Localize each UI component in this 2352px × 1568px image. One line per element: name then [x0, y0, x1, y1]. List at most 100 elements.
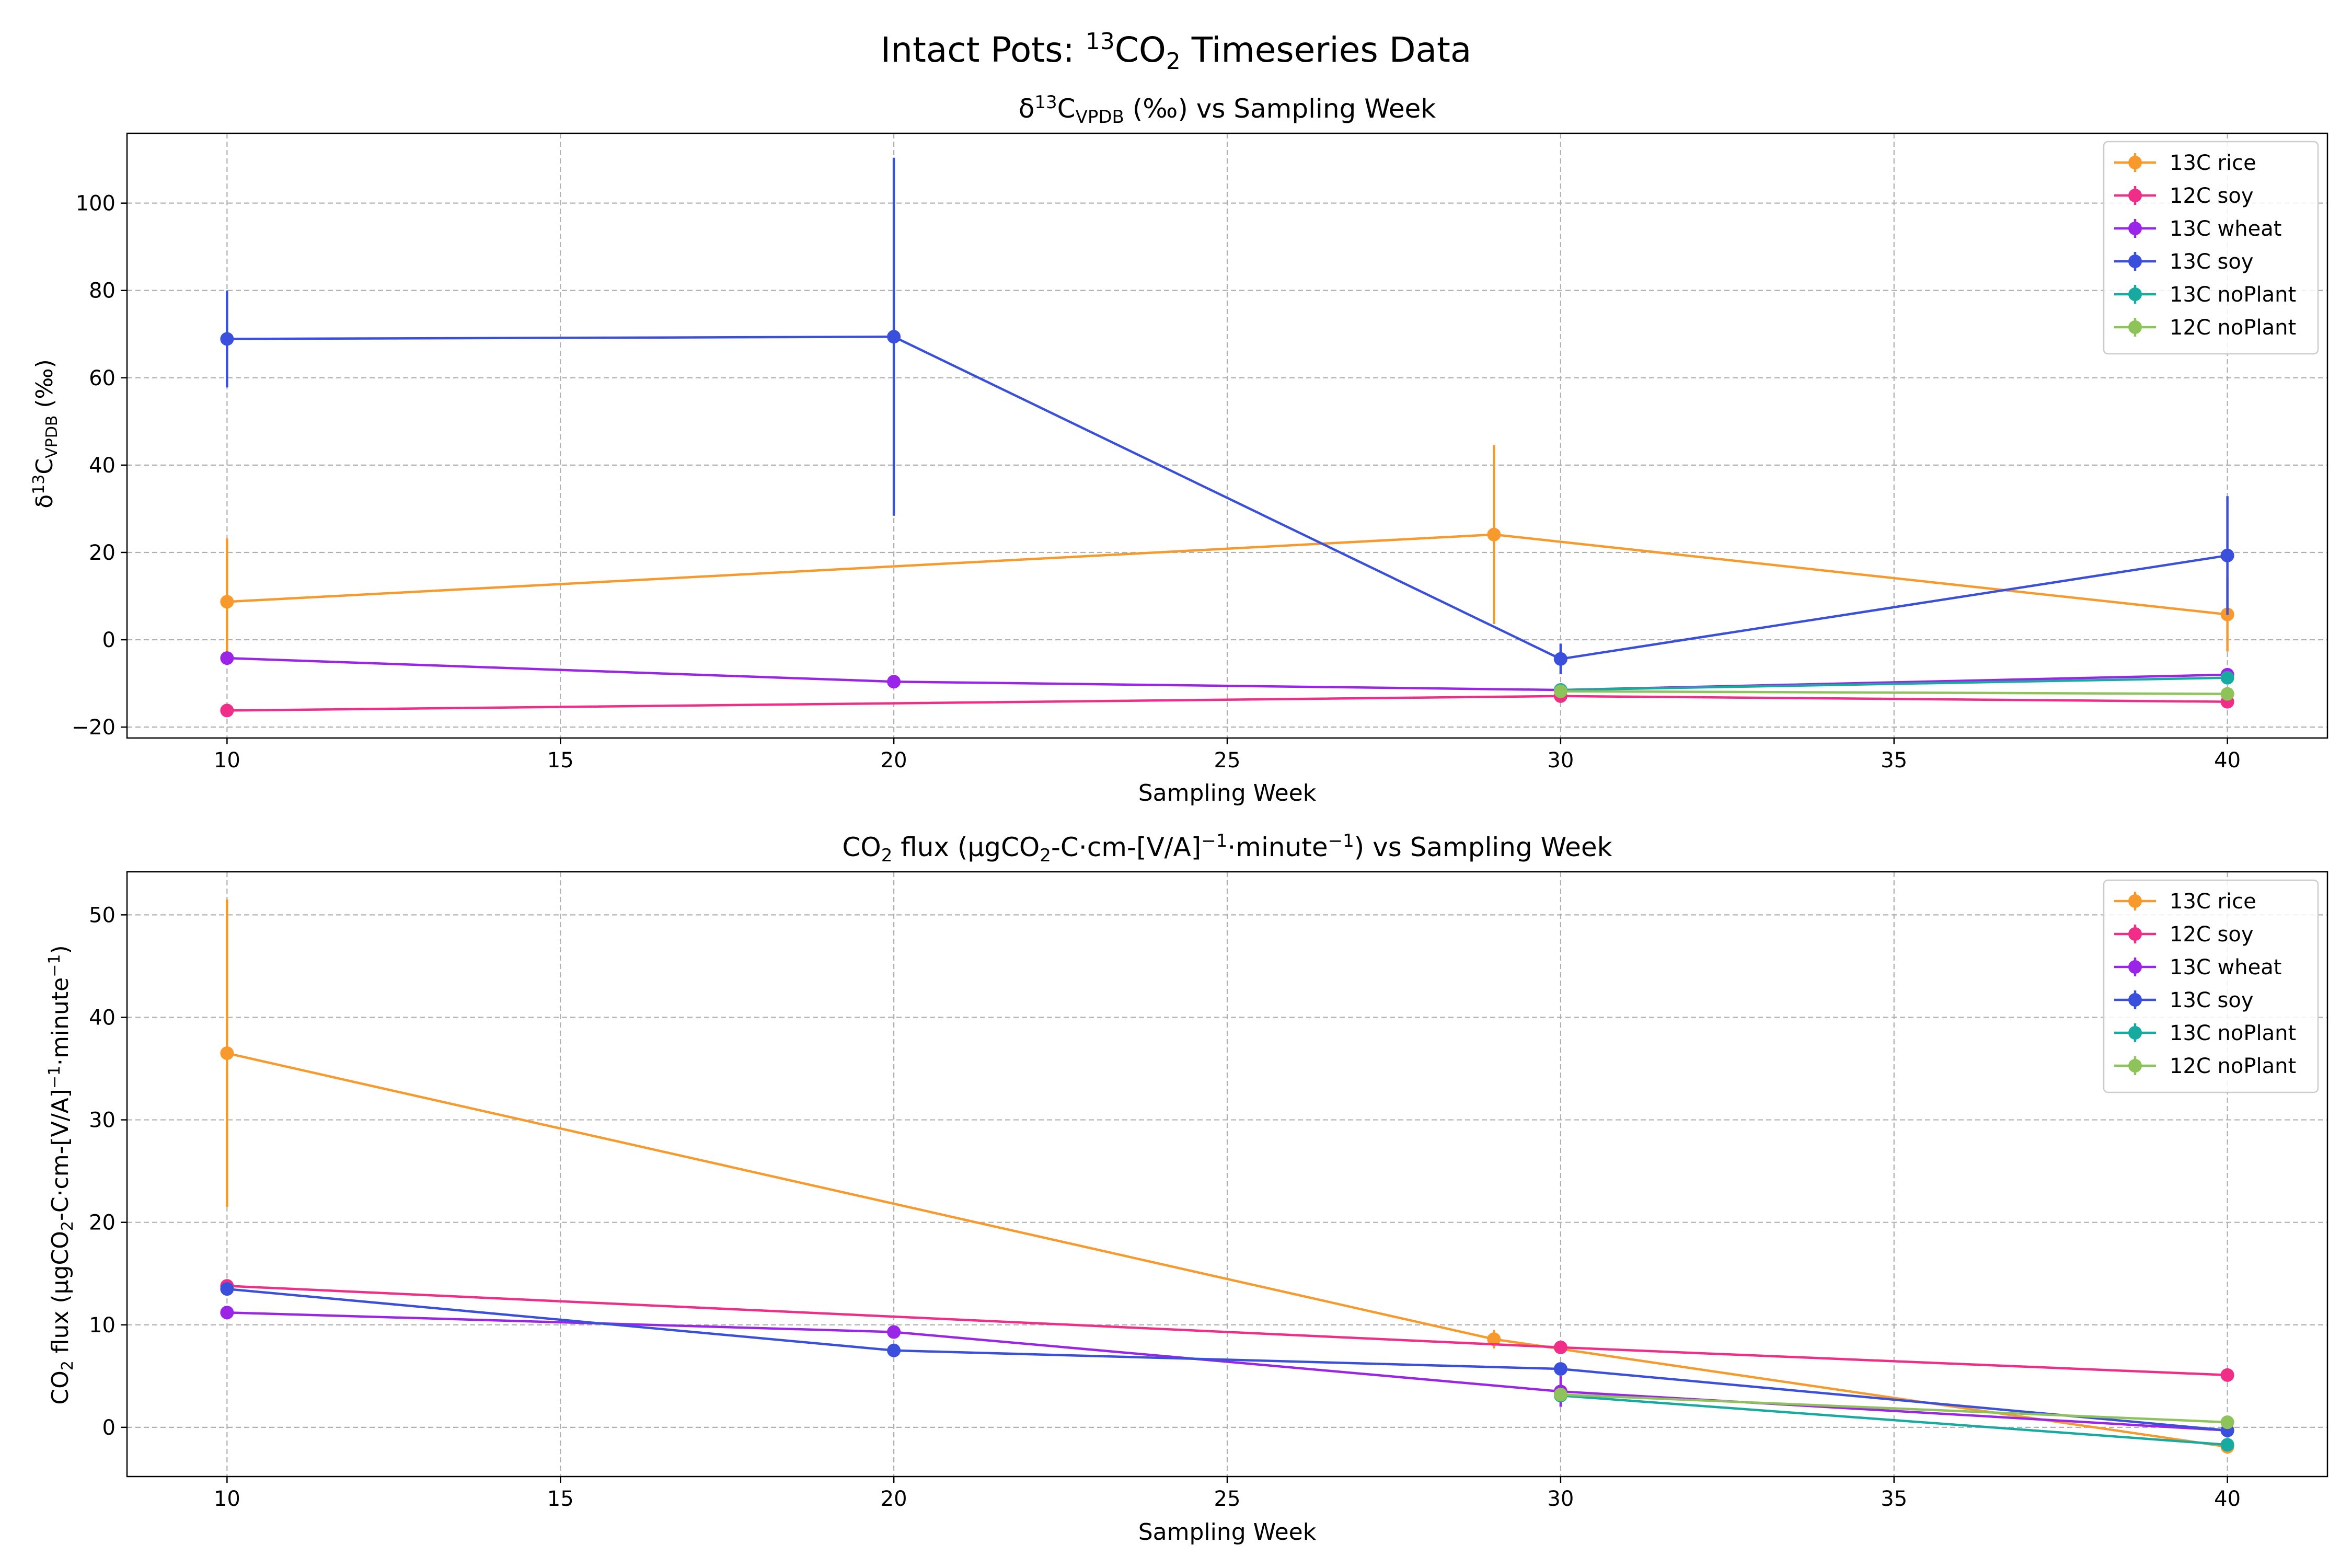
co2flux-x-tick-label: 15: [547, 1487, 574, 1511]
panel-delta13c-frame: [126, 132, 2328, 739]
delta13c-legend-13c-noplant-label: 13C noPlant: [2170, 283, 2296, 307]
delta13c-y-tick-label: 0: [102, 628, 116, 652]
delta13c-series-13c-soy-point: [220, 332, 234, 346]
delta13c-series-12c-soy-point: [220, 704, 234, 718]
delta13c-legend-13c-wheat-label: 13C wheat: [2170, 217, 2281, 241]
delta13c-legend-13c-rice: 13C rice: [2114, 151, 2256, 175]
co2flux-y-tick-label: 10: [89, 1313, 116, 1338]
panel-co2flux-series: [220, 899, 2234, 1454]
delta13c-legend-13c-noplant: 13C noPlant: [2114, 283, 2296, 307]
delta13c-y-tick-label: 40: [89, 454, 116, 478]
co2flux-x-tick-label: 30: [1547, 1487, 1574, 1511]
panel-delta13c-grid: [127, 133, 2327, 738]
panel-co2flux-legend: 13C rice 12C soy 13C wheat 13C soy 13C noPla…: [2103, 879, 2319, 1093]
panel-co2flux: CO2 flux (μgCO2-C⋅cm-[V/A]−1⋅minute−1) v…: [45, 831, 2328, 1546]
co2flux-legend-13c-wheat-marker: [2128, 960, 2142, 974]
co2flux-series-13c-soy-point: [1553, 1362, 1567, 1376]
delta13c-y-tick-label: 80: [89, 279, 116, 303]
delta13c-series-13c-wheat-point: [220, 651, 234, 665]
delta13c-series-13c-soy-point: [887, 330, 901, 344]
co2flux-legend-13c-rice-label: 13C rice: [2170, 890, 2256, 914]
panel-co2flux-grid: [127, 872, 2327, 1477]
delta13c-legend-13c-rice-marker: [2128, 156, 2142, 169]
delta13c-legend-13c-soy-marker: [2128, 255, 2142, 268]
delta13c-series-13c-noplant-point: [2220, 671, 2234, 685]
panel-delta13c-series: [220, 157, 2234, 718]
co2flux-y-tick-label: 20: [89, 1211, 116, 1235]
figure-title: Intact Pots: 13CO2 Timeseries Data: [881, 28, 1472, 75]
co2flux-series-13c-wheat-point: [887, 1325, 901, 1339]
co2flux-legend-12c-soy-marker: [2128, 927, 2142, 941]
co2flux-y-tick-label: 40: [89, 1006, 116, 1030]
co2flux-series-13c-wheat-line: [227, 1311, 2228, 1432]
delta13c-x-tick-label: 30: [1547, 748, 1574, 773]
delta13c-y-tick-label: 60: [89, 366, 116, 390]
delta13c-y-tick-label: 20: [89, 541, 116, 565]
delta13c-series-13c-rice-point: [220, 595, 234, 609]
co2flux-series-13c-noplant-point: [2220, 1438, 2234, 1452]
delta13c-legend-12c-noplant-label: 12C noPlant: [2170, 316, 2296, 340]
panel-delta13c-y-label: δ13CVPDB (‰): [30, 359, 61, 509]
delta13c-y-tick-label: −20: [72, 716, 116, 740]
delta13c-series-13c-soy-point: [1553, 652, 1567, 666]
co2flux-x-tick-label: 25: [1214, 1487, 1241, 1511]
delta13c-x-tick-label: 15: [547, 748, 574, 773]
panel-delta13c-y-ticks: −20 0 20 40 60 80 100: [72, 192, 127, 740]
panel-co2flux-x-ticks: 10 15 20 25 30 35 40: [214, 1477, 2241, 1511]
co2flux-legend-13c-noplant-label: 13C noPlant: [2170, 1021, 2296, 1045]
co2flux-series-12c-soy-point: [1553, 1340, 1567, 1354]
delta13c-series-13c-wheat-point: [887, 675, 901, 689]
panel-co2flux-y-ticks: 0 10 20 30 40 50: [89, 903, 127, 1440]
co2flux-y-tick-label: 30: [89, 1109, 116, 1133]
co2flux-series-12c-noplant-line: [1560, 1393, 2228, 1424]
delta13c-series-12c-noplant-line: [1560, 690, 2228, 695]
co2flux-x-tick-label: 35: [1881, 1487, 1907, 1511]
co2flux-series-13c-rice-point: [1487, 1332, 1501, 1346]
delta13c-legend-13c-wheat-marker: [2128, 222, 2142, 235]
delta13c-legend-12c-noplant: 12C noPlant: [2114, 316, 2296, 340]
co2flux-series-13c-soy-point: [220, 1282, 234, 1296]
co2flux-x-tick-label: 20: [881, 1487, 907, 1511]
delta13c-legend-12c-noplant-marker: [2128, 320, 2142, 334]
co2flux-legend-12c-noplant-marker: [2128, 1059, 2142, 1073]
co2flux-legend-13c-noplant-marker: [2128, 1026, 2142, 1040]
co2flux-legend-13c-wheat: 13C wheat: [2114, 955, 2281, 979]
co2flux-legend-13c-soy: 13C soy: [2114, 988, 2254, 1012]
delta13c-series-13c-soy-point: [2220, 548, 2234, 562]
co2flux-series-13c-rice-point: [220, 1046, 234, 1060]
co2flux-legend-box: [2103, 879, 2319, 1093]
panel-delta13c-legend: 13C rice 12C soy 13C wheat 13C soy 13C noPla…: [2103, 141, 2319, 355]
delta13c-x-tick-label: 25: [1214, 748, 1241, 773]
delta13c-legend-13c-soy-label: 13C soy: [2170, 250, 2254, 274]
co2flux-series-12c-noplant-point: [2220, 1415, 2234, 1429]
panel-co2flux-y-label: CO2 flux (μgCO2-C⋅cm-[V/A]−1⋅minute−1): [45, 945, 77, 1404]
delta13c-x-tick-label: 40: [2214, 748, 2241, 773]
panel-co2flux-x-label: Sampling Week: [1138, 1519, 1317, 1546]
panel-delta13c-title: δ13CVPDB (‰) vs Sampling Week: [1019, 92, 1436, 128]
co2flux-series-13c-noplant-line: [1560, 1394, 2228, 1446]
panel-delta13c-x-label: Sampling Week: [1138, 780, 1317, 806]
delta13c-series-12c-noplant-point: [2220, 687, 2234, 701]
co2flux-series-12c-noplant: [1553, 1388, 2234, 1429]
co2flux-legend-12c-soy: 12C soy: [2114, 923, 2254, 947]
panel-delta13c-x-ticks: 10 15 20 25 30 35 40: [214, 738, 2241, 773]
co2flux-legend-13c-rice: 13C rice: [2114, 890, 2256, 914]
co2flux-legend-12c-noplant: 12C noPlant: [2114, 1054, 2296, 1078]
co2flux-series-13c-wheat-point: [220, 1306, 234, 1320]
delta13c-x-tick-label: 35: [1881, 748, 1907, 773]
delta13c-x-tick-label: 10: [214, 748, 240, 773]
delta13c-x-tick-label: 20: [881, 748, 907, 773]
co2flux-series-13c-soy: [220, 1282, 2234, 1438]
co2flux-series-12c-soy-point: [2220, 1368, 2234, 1382]
panel-co2flux-frame: [126, 871, 2328, 1478]
co2flux-x-tick-label: 10: [214, 1487, 240, 1511]
co2flux-legend-13c-soy-label: 13C soy: [2170, 988, 2254, 1012]
co2flux-y-tick-label: 0: [102, 1416, 116, 1440]
delta13c-legend-13c-wheat: 13C wheat: [2114, 217, 2281, 241]
delta13c-series-13c-rice-point: [1487, 527, 1501, 541]
panel-co2flux-title: CO2 flux (μgCO2-C⋅cm-[V/A]−1⋅minute−1) v…: [842, 831, 1612, 866]
co2flux-x-tick-label: 40: [2214, 1487, 2241, 1511]
co2flux-y-tick-label: 50: [89, 903, 116, 927]
panel-delta13c: δ13CVPDB (‰) vs Sampling Week 10 15 20 25 30…: [30, 92, 2328, 806]
delta13c-series-12c-noplant-point: [1553, 684, 1567, 698]
